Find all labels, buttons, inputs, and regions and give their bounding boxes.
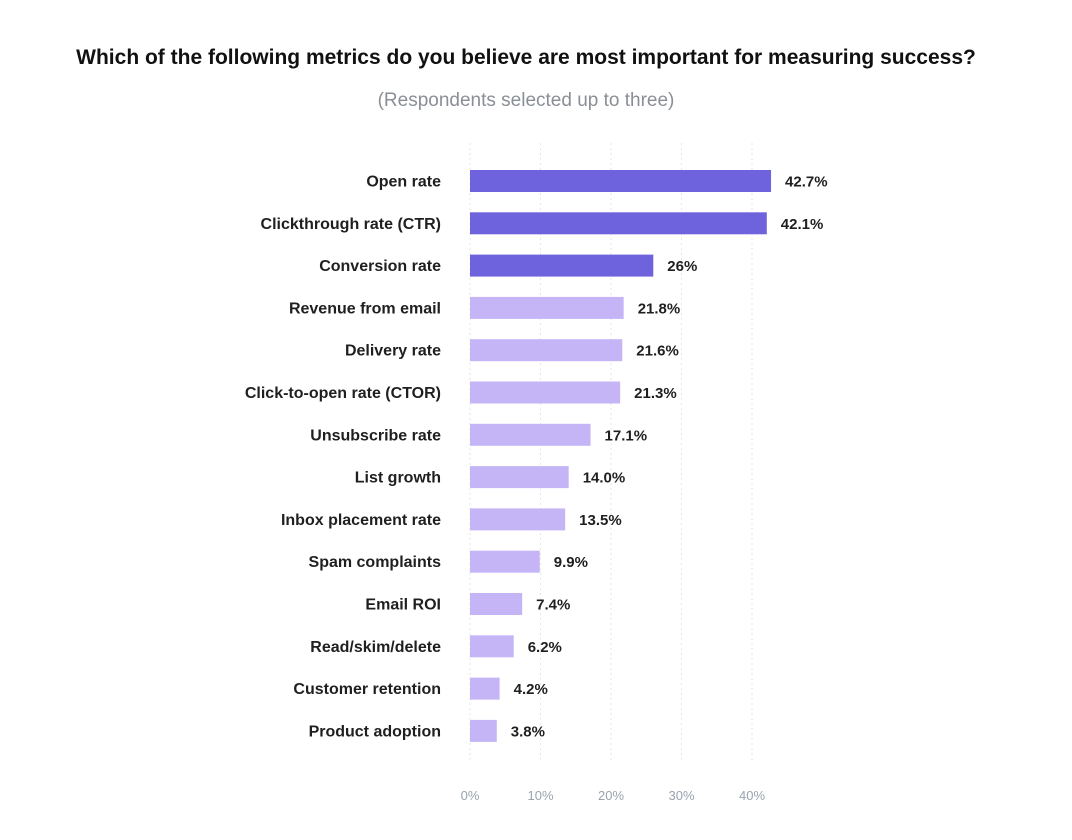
category-label: Spam complaints <box>309 554 442 571</box>
bar <box>470 254 654 277</box>
x-tick-label: 20% <box>598 788 624 803</box>
category-label: Email ROI <box>365 597 441 614</box>
category-label: Delivery rate <box>345 343 441 360</box>
x-tick-label: 0% <box>461 788 480 803</box>
data-label: 14.0% <box>583 470 626 487</box>
bar <box>470 508 566 531</box>
data-label: 13.5% <box>579 512 622 529</box>
data-label: 6.2% <box>528 639 562 656</box>
x-tick-label: 10% <box>527 788 553 803</box>
bar <box>470 339 623 362</box>
category-label: Customer retention <box>293 681 441 698</box>
x-tick-label: 30% <box>668 788 694 803</box>
bar <box>470 635 514 658</box>
category-label: Clickthrough rate (CTR) <box>261 216 441 233</box>
data-label: 21.6% <box>636 343 679 360</box>
bar <box>470 423 591 446</box>
category-label: Unsubscribe rate <box>310 427 441 444</box>
category-label: Read/skim/delete <box>310 639 441 656</box>
category-label: Conversion rate <box>319 258 441 275</box>
x-tick-label: 40% <box>739 788 765 803</box>
data-label: 17.1% <box>605 427 648 444</box>
chart-subtitle: (Respondents selected up to three) <box>377 90 675 111</box>
data-label: 7.4% <box>536 597 570 614</box>
chart-title: Which of the following metrics do you be… <box>76 46 976 69</box>
data-label: 4.2% <box>514 681 548 698</box>
bar <box>470 296 624 319</box>
data-label: 21.8% <box>638 300 681 317</box>
category-label: Product adoption <box>309 723 441 740</box>
data-label: 42.1% <box>781 216 824 233</box>
bar <box>470 719 497 742</box>
category-label: List growth <box>355 470 441 487</box>
data-label: 26% <box>667 258 697 275</box>
data-label: 9.9% <box>554 554 588 571</box>
data-label: 21.3% <box>634 385 677 402</box>
bar <box>470 677 500 700</box>
bar <box>470 466 569 489</box>
bar <box>470 550 540 573</box>
data-label: 3.8% <box>511 723 545 740</box>
category-label: Inbox placement rate <box>281 512 441 529</box>
bar <box>470 170 772 192</box>
category-label: Click-to-open rate (CTOR) <box>245 385 441 402</box>
bar <box>470 212 767 235</box>
data-label: 42.7% <box>785 174 828 191</box>
category-label: Revenue from email <box>289 300 441 317</box>
bar <box>470 381 621 404</box>
bar <box>470 593 523 615</box>
category-label: Open rate <box>366 174 441 191</box>
